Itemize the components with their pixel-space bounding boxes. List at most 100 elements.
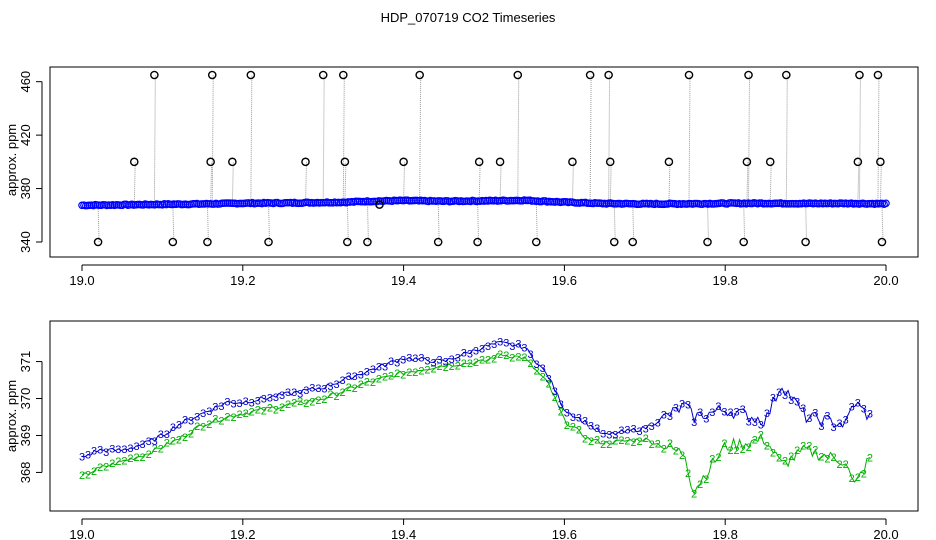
- series-marker: 3: [661, 409, 667, 421]
- series-marker: 2: [212, 413, 218, 425]
- series-marker: 3: [121, 444, 127, 456]
- outlier-connector: [210, 161, 213, 204]
- outlier-point: [765, 157, 775, 167]
- series-marker: 2: [624, 436, 630, 448]
- outlier-connector: [668, 161, 671, 204]
- series-marker: 2: [309, 396, 315, 408]
- series-marker: 2: [261, 405, 267, 417]
- series-marker: 3: [97, 444, 103, 456]
- series-marker: 2: [479, 355, 485, 367]
- series-marker: 3: [509, 341, 515, 353]
- series-marker: 2: [752, 434, 758, 446]
- series-marker: 2: [315, 395, 321, 407]
- outlier-point: [531, 237, 541, 247]
- series-marker: 2: [467, 358, 473, 370]
- series-marker: 2: [218, 416, 224, 428]
- outlier-point: [739, 237, 748, 247]
- series-marker: 2: [206, 419, 212, 431]
- outlier-point: [877, 237, 887, 247]
- series-marker: 2: [424, 365, 430, 377]
- outlier-point: [129, 157, 139, 167]
- series-marker: 3: [540, 363, 546, 375]
- series-marker: 2: [127, 453, 133, 465]
- outlier-point: [228, 157, 237, 167]
- bottom-plot-frame: [49, 320, 919, 512]
- series-marker: 2: [491, 353, 497, 365]
- x-tick-label: 19.4: [391, 273, 416, 288]
- series-marker: 3: [267, 392, 273, 404]
- outlier-point: [568, 157, 577, 167]
- series-marker: 3: [534, 359, 540, 371]
- outlier-point: [343, 237, 352, 247]
- series-marker: 2: [485, 355, 491, 367]
- series-marker: 2: [703, 474, 709, 486]
- series-marker: 3: [643, 424, 649, 436]
- outlier-point: [338, 70, 348, 80]
- series-marker: 3: [691, 417, 697, 429]
- series-marker: 3: [855, 397, 861, 409]
- series-marker: 2: [279, 402, 285, 414]
- outlier-connector: [403, 161, 406, 201]
- series-marker: 3: [412, 353, 418, 365]
- series-marker: 3: [333, 379, 339, 391]
- outlier-connector: [858, 74, 861, 204]
- x-tick-label: 19.6: [552, 273, 577, 288]
- series-marker: 3: [606, 429, 612, 441]
- series-marker: 3: [624, 424, 630, 436]
- series-marker: 3: [546, 373, 552, 385]
- series-marker: 3: [382, 362, 388, 374]
- series-marker: 3: [91, 446, 97, 458]
- series-marker: 3: [709, 407, 715, 419]
- series-marker: 3: [388, 356, 394, 368]
- series-marker: 2: [715, 452, 721, 464]
- outlier-point: [742, 157, 752, 167]
- series-marker: 3: [170, 422, 176, 434]
- outlier-connector: [746, 161, 749, 204]
- outlier-connector: [857, 161, 860, 204]
- outlier-point: [684, 70, 694, 80]
- x-tick-label: 19.0: [69, 527, 94, 540]
- series-marker: 2: [643, 433, 649, 445]
- bottom-series-points: 2 2 2 2 2 2 2 2 2 2 2 22 2 2 2 2 2 22 2 2 2 2 2 2 2 2 2 2 2 2 2 2 2 2 2 2 2 2…: [79, 337, 873, 501]
- series-marker: 3: [370, 364, 376, 376]
- series-marker: 2: [843, 459, 849, 471]
- series-marker: 3: [424, 355, 430, 367]
- series-marker: 3: [133, 441, 139, 453]
- series-marker: 2: [618, 435, 624, 447]
- series-marker: 2: [455, 360, 461, 372]
- series-marker: 3: [770, 393, 776, 405]
- series-marker: 2: [418, 365, 424, 377]
- outlier-connector: [707, 203, 710, 243]
- series-marker: 2: [861, 469, 867, 481]
- outlier-point: [433, 237, 443, 247]
- series-marker: 3: [430, 357, 436, 369]
- x-tick-label: 19.8: [713, 527, 738, 540]
- outlier-connector: [366, 201, 369, 243]
- series-marker: 3: [485, 341, 491, 353]
- series-marker: 3: [406, 353, 412, 365]
- series-marker: 3: [727, 407, 733, 419]
- outlier-point: [853, 157, 863, 167]
- outlier-point: [703, 237, 712, 247]
- series-marker: 2: [152, 443, 158, 455]
- series-line: [81, 353, 871, 495]
- y-tick-label: 460: [18, 71, 33, 93]
- series-marker: 2: [273, 404, 279, 416]
- series-marker: 2: [812, 445, 818, 457]
- series-marker: 2: [382, 372, 388, 384]
- chart-title: HDP_070719 CO2 Timeseries: [381, 10, 556, 25]
- series-marker: 2: [782, 455, 788, 467]
- series-marker: 3: [649, 421, 655, 433]
- bottom-y-axis-label: approx. ppm: [4, 380, 19, 452]
- series-marker: 2: [200, 421, 206, 433]
- series-marker: 3: [861, 403, 867, 415]
- series-marker: 3: [473, 345, 479, 357]
- series-marker: 2: [303, 398, 309, 410]
- series-marker: 2: [346, 382, 352, 394]
- series-marker: 3: [206, 406, 212, 418]
- series-marker: 3: [570, 412, 576, 424]
- series-marker: 2: [297, 396, 303, 408]
- baseline-point: [882, 199, 890, 208]
- series-marker: 3: [764, 408, 770, 420]
